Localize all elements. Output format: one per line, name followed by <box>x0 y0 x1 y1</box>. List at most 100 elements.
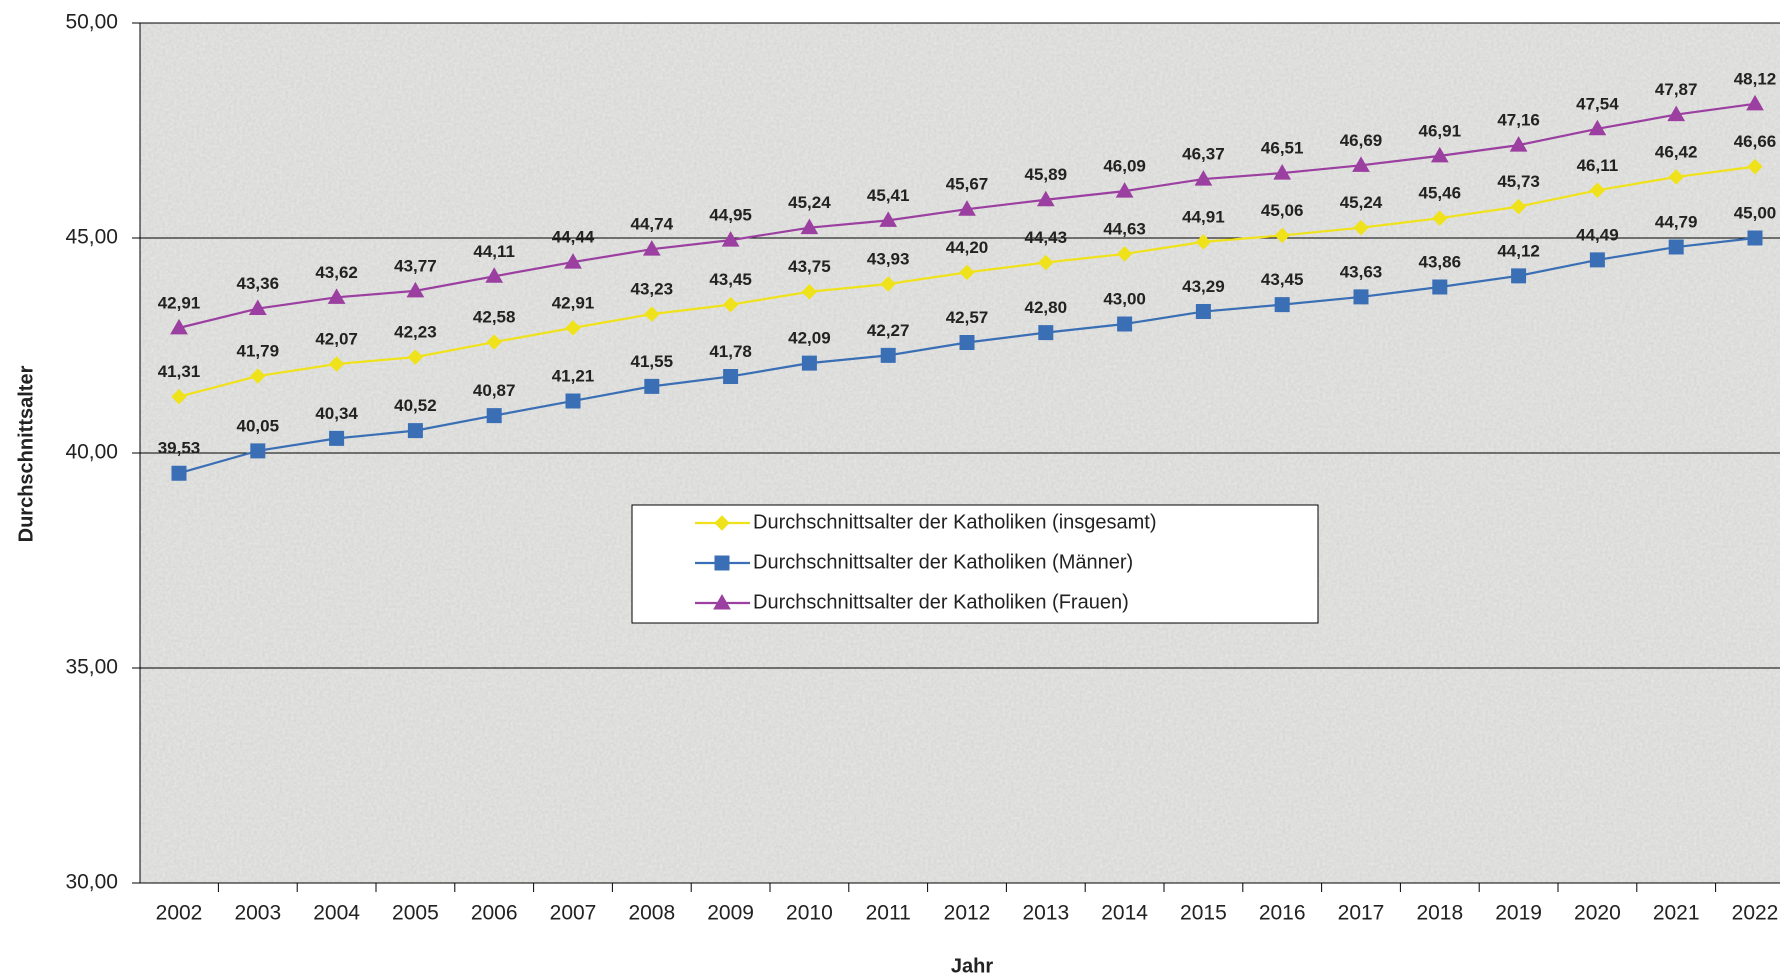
data-point <box>565 320 581 336</box>
data-point <box>486 334 502 350</box>
y-tick-label: 35,00 <box>65 656 118 679</box>
data-label: 43,63 <box>1340 262 1383 281</box>
data-point <box>723 368 739 384</box>
data-point <box>1353 289 1369 305</box>
data-label: 42,80 <box>1025 298 1068 317</box>
data-label: 47,87 <box>1655 80 1698 99</box>
data-point <box>1274 227 1290 244</box>
data-label: 44,44 <box>552 228 595 247</box>
x-tick-label: 2022 <box>1732 902 1779 925</box>
data-label: 45,89 <box>1025 165 1068 184</box>
data-label: 42,91 <box>552 293 595 312</box>
data-label: 41,78 <box>709 342 752 361</box>
x-tick-label: 2016 <box>1259 902 1306 925</box>
data-label: 42,58 <box>473 308 516 327</box>
data-point <box>1432 279 1448 295</box>
data-point <box>1511 268 1527 284</box>
data-label: 44,74 <box>631 215 674 234</box>
x-tick-label: 2018 <box>1416 902 1463 925</box>
data-label: 44,95 <box>709 206 752 225</box>
data-label: 43,62 <box>315 263 358 282</box>
data-label: 44,63 <box>1103 219 1146 238</box>
data-label: 46,42 <box>1655 142 1698 161</box>
data-point <box>1509 136 1528 152</box>
y-tick-label: 50,00 <box>65 11 118 34</box>
data-label: 43,23 <box>631 280 674 299</box>
y-tick-label: 40,00 <box>65 441 118 464</box>
x-tick-label: 2013 <box>1022 902 1069 925</box>
data-point <box>327 288 346 304</box>
data-point <box>959 264 975 281</box>
data-label: 42,91 <box>158 293 201 312</box>
data-label: 45,24 <box>788 193 831 212</box>
data-label: 46,66 <box>1734 132 1777 151</box>
y-axis-title: Durchschnittsalter <box>15 365 37 542</box>
data-point <box>1668 239 1684 255</box>
data-label: 40,52 <box>394 396 437 415</box>
data-point <box>328 356 345 372</box>
data-point <box>1353 219 1369 236</box>
data-point <box>644 306 660 322</box>
data-point <box>485 267 504 283</box>
data-point <box>564 253 582 269</box>
legend-marker <box>713 593 731 610</box>
legend-marker <box>714 555 730 571</box>
x-tick-label: 2008 <box>628 902 675 925</box>
data-label: 43,45 <box>1261 270 1304 289</box>
x-tick-label: 2007 <box>550 902 597 925</box>
data-label: 43,75 <box>788 257 831 276</box>
data-point <box>801 284 818 300</box>
data-point <box>1352 156 1370 172</box>
data-point <box>959 334 975 350</box>
data-point <box>1195 304 1211 320</box>
data-point <box>1588 119 1607 136</box>
data-point <box>170 318 188 335</box>
data-point <box>1432 210 1448 226</box>
data-point <box>1747 230 1763 246</box>
data-label: 45,06 <box>1261 201 1304 220</box>
data-point <box>1430 146 1449 163</box>
data-point <box>1116 246 1133 262</box>
x-tick-label: 2012 <box>944 902 991 925</box>
data-label: 46,91 <box>1419 121 1462 140</box>
data-point <box>1668 169 1684 185</box>
data-label: 48,12 <box>1734 69 1777 88</box>
data-point <box>1038 325 1054 341</box>
x-tick-label: 2004 <box>313 902 360 925</box>
data-point <box>1115 182 1134 198</box>
data-point <box>250 368 266 384</box>
data-label: 46,69 <box>1340 131 1383 150</box>
data-label: 44,11 <box>473 242 515 261</box>
data-label: 42,27 <box>867 321 910 340</box>
data-label: 47,54 <box>1576 94 1619 113</box>
data-point <box>1747 158 1763 175</box>
data-point <box>1038 254 1054 271</box>
data-point <box>171 465 187 481</box>
data-point <box>880 276 896 292</box>
legend-marker <box>714 515 730 531</box>
data-label: 44,12 <box>1497 241 1540 260</box>
data-label: 46,11 <box>1577 156 1619 175</box>
y-tick-label: 30,00 <box>65 871 118 894</box>
data-label: 46,51 <box>1261 139 1304 158</box>
x-tick-label: 2015 <box>1180 902 1227 925</box>
x-tick-label: 2003 <box>234 902 281 925</box>
x-tick-label: 2002 <box>156 902 203 925</box>
data-label: 39,53 <box>158 439 201 458</box>
data-label: 41,31 <box>158 362 201 381</box>
x-tick-label: 2017 <box>1338 902 1385 925</box>
data-label: 46,37 <box>1182 145 1225 164</box>
x-tick-label: 2020 <box>1574 902 1621 925</box>
data-label: 45,46 <box>1419 184 1462 203</box>
data-label: 44,91 <box>1182 207 1225 226</box>
data-label: 44,43 <box>1025 228 1068 247</box>
data-label: 40,05 <box>237 416 280 435</box>
data-point <box>1510 198 1527 215</box>
data-point <box>329 430 345 446</box>
data-point <box>1036 190 1055 207</box>
data-point <box>1274 297 1290 313</box>
data-label: 46,09 <box>1103 157 1146 176</box>
data-label: 41,21 <box>552 366 595 385</box>
data-label: 43,86 <box>1419 253 1462 272</box>
data-label: 42,57 <box>946 308 989 327</box>
